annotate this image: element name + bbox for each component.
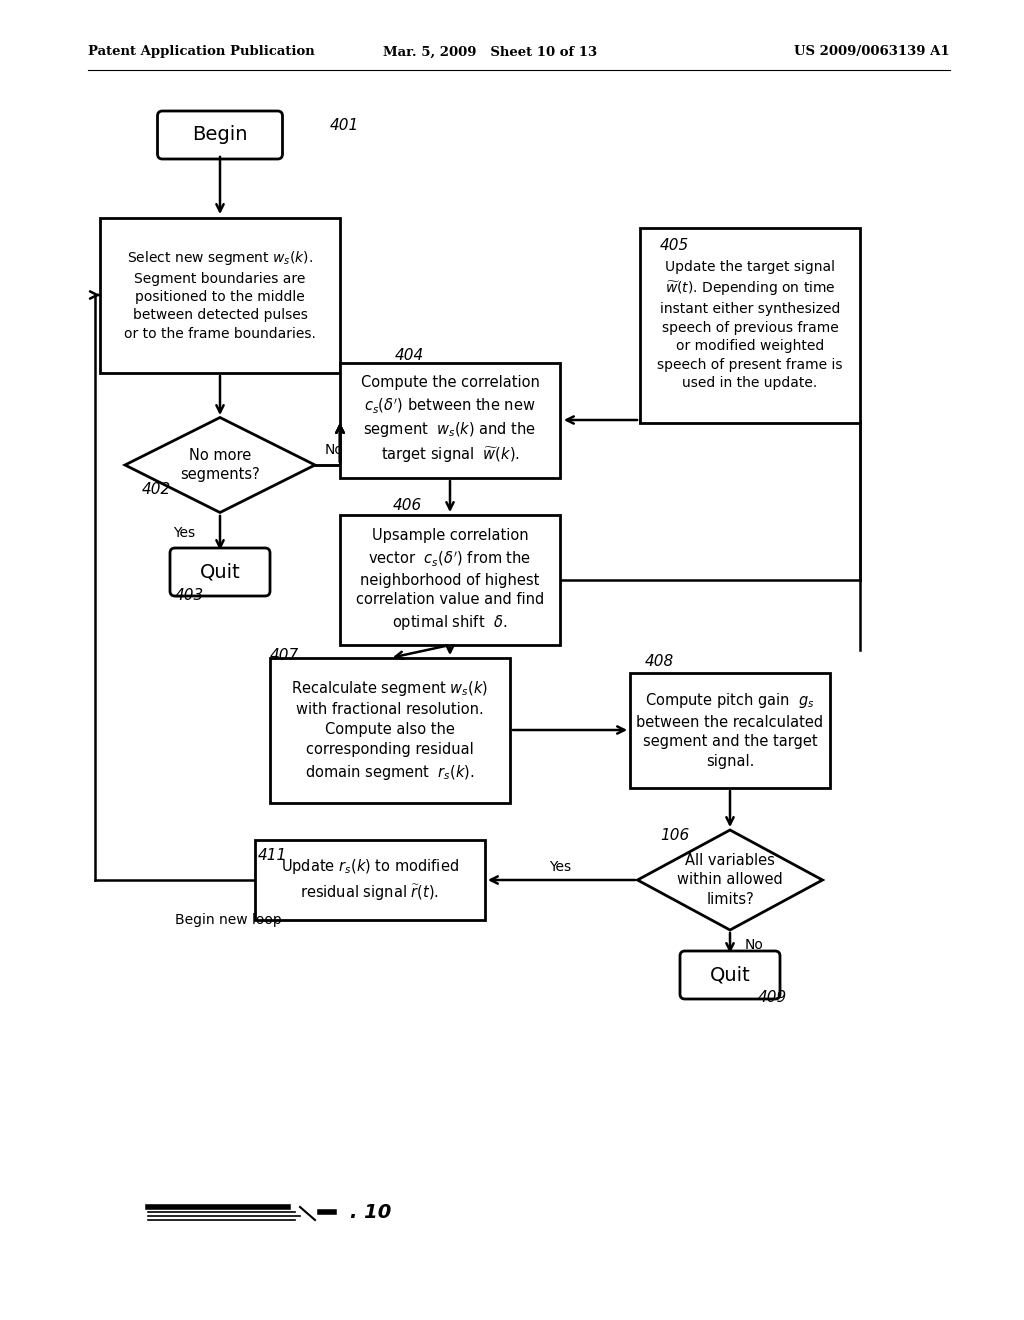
Text: No: No [745,939,764,952]
Text: . 10: . 10 [350,1204,391,1222]
Text: Compute pitch gain  $g_s$
between the recalculated
segment and the target
signal: Compute pitch gain $g_s$ between the rec… [637,690,823,770]
Text: Recalculate segment $w_s(k)$
with fractional resolution.
Compute also the
corres: Recalculate segment $w_s(k)$ with fracti… [292,678,488,781]
Text: US 2009/0063139 A1: US 2009/0063139 A1 [795,45,950,58]
Text: 411: 411 [258,847,288,862]
Text: Update the target signal
$\widetilde{w}(t)$. Depending on time
instant either sy: Update the target signal $\widetilde{w}(… [657,260,843,389]
Text: 403: 403 [175,587,204,602]
Text: Select new segment $w_s(k)$.
Segment boundaries are
positioned to the middle
bet: Select new segment $w_s(k)$. Segment bou… [124,249,316,341]
Text: Begin: Begin [193,125,248,144]
Text: Quit: Quit [200,562,241,582]
FancyBboxPatch shape [158,111,283,158]
Text: All variables
within allowed
limits?: All variables within allowed limits? [677,853,783,907]
Text: 401: 401 [330,117,359,132]
FancyBboxPatch shape [170,548,270,597]
Text: Upsample correlation
vector  $c_s(\delta')$ from the
neighborhood of highest
cor: Upsample correlation vector $c_s(\delta'… [356,528,544,632]
Text: 406: 406 [393,498,422,512]
Text: 408: 408 [645,655,674,669]
Text: 402: 402 [142,483,171,498]
FancyBboxPatch shape [100,218,340,372]
Text: 405: 405 [660,238,689,252]
Text: 409: 409 [758,990,787,1006]
Text: 106: 106 [660,828,689,842]
FancyBboxPatch shape [270,657,510,803]
Text: No more
segments?: No more segments? [180,447,260,482]
Text: 407: 407 [270,648,299,663]
Text: Yes: Yes [549,861,571,874]
FancyBboxPatch shape [640,227,860,422]
Polygon shape [125,417,315,512]
Text: Mar. 5, 2009   Sheet 10 of 13: Mar. 5, 2009 Sheet 10 of 13 [383,45,597,58]
Text: Yes: Yes [173,525,195,540]
Text: Begin new loop: Begin new loop [175,913,282,927]
FancyBboxPatch shape [340,363,560,478]
Text: Compute the correlation
$c_s(\delta')$ between the new
segment  $w_s(k)$ and the: Compute the correlation $c_s(\delta')$ b… [360,375,540,465]
Text: No: No [325,444,344,457]
FancyBboxPatch shape [630,672,830,788]
FancyBboxPatch shape [255,840,485,920]
FancyBboxPatch shape [340,515,560,645]
FancyBboxPatch shape [680,950,780,999]
Polygon shape [638,830,822,931]
Text: 404: 404 [395,347,424,363]
Text: Patent Application Publication: Patent Application Publication [88,45,314,58]
Text: Update $r_s(k)$ to modified
residual signal $\widetilde{r}(t)$.: Update $r_s(k)$ to modified residual sig… [281,857,459,903]
Text: Quit: Quit [710,965,751,985]
